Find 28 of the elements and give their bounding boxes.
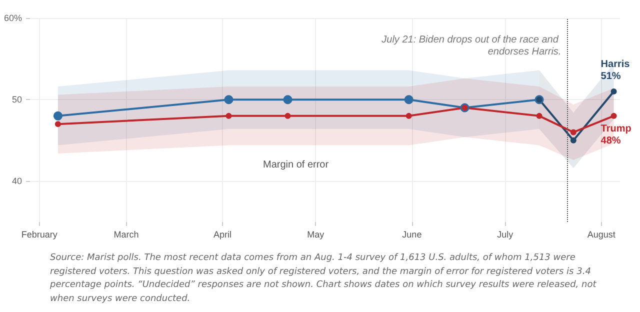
x-tick-label: May	[307, 230, 325, 240]
source-note: Source: Marist polls. The most recent data comes from an Aug. 1-4 survey of 1,613 U.S. adults, of whom 1,513 were registered voters. This question was asked only of registered voters, and the margin of error for registered voters is 3.4 percentage points. “Undecided” responses are not shown. Chart shows dates on which survey results were released, not when surveys were conducted.	[50, 252, 598, 306]
y-tick-label: 40	[12, 176, 22, 186]
point	[404, 95, 414, 104]
point	[226, 112, 232, 119]
series-label: Trump	[600, 123, 632, 134]
point	[406, 112, 412, 119]
y-tick-label: 60%	[4, 13, 22, 23]
data-label: 51%	[600, 70, 621, 82]
y-tick-label: 50	[12, 94, 22, 105]
x-tick-label: June	[402, 230, 422, 240]
x-tick-label: July	[497, 230, 514, 240]
x-tick-label: August	[587, 230, 616, 240]
point	[536, 112, 542, 119]
point	[284, 112, 291, 119]
data-label: 48%	[600, 135, 621, 146]
point	[570, 137, 576, 144]
x-tick-label: February	[21, 230, 58, 240]
text: Harris	[600, 58, 630, 70]
x-tick-label: April	[214, 230, 232, 240]
point	[224, 95, 234, 104]
point	[610, 88, 617, 94]
point	[610, 112, 617, 119]
point	[570, 129, 576, 136]
ref-line-label: July 21: Biden drops out of the race and endorses Harris.	[380, 34, 562, 58]
annotation: Margin of error	[263, 160, 330, 170]
x-tick-label: March	[114, 230, 139, 240]
point	[283, 95, 292, 104]
